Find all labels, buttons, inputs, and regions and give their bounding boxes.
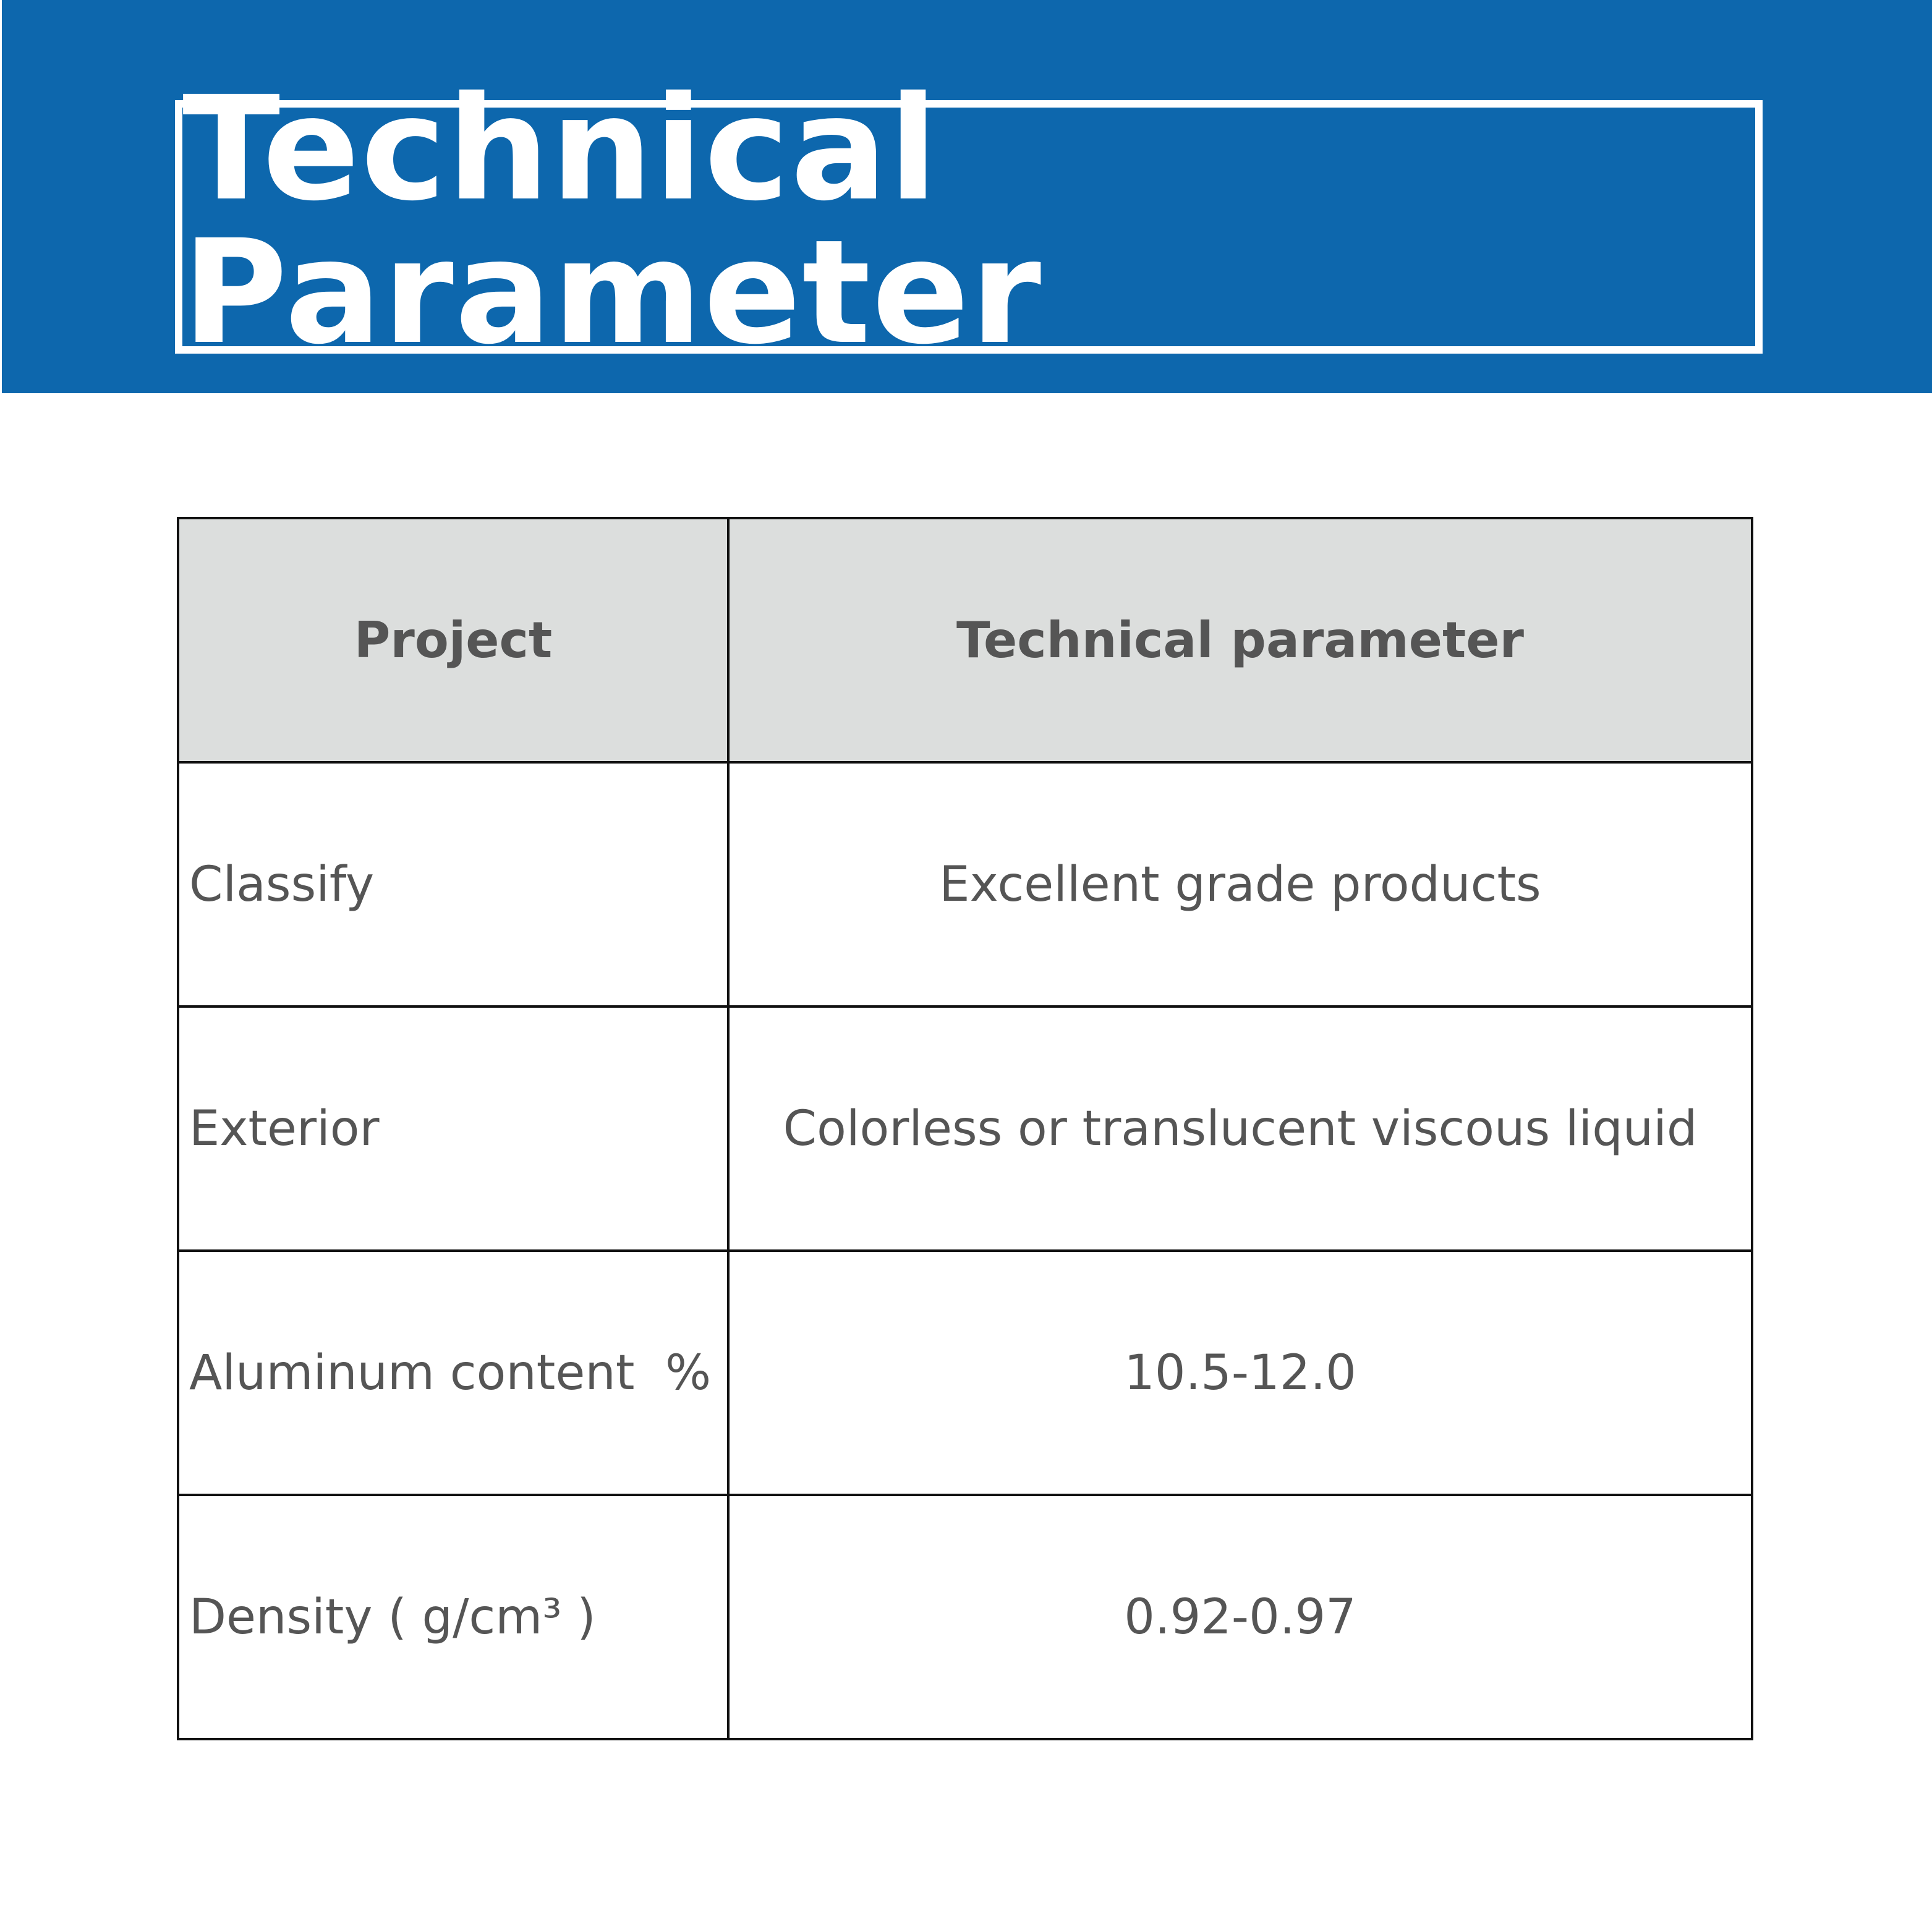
project-cell: Exterior	[177, 1005, 730, 1252]
table-header-row: Project Technical parameter	[177, 517, 1753, 764]
table-row: Exterior Colorless or translucent viscou…	[177, 1005, 1753, 1252]
project-cell: Aluminum content %	[177, 1249, 730, 1496]
page-title: Technical Parameter	[182, 66, 1043, 376]
table-row: Classify Excellent grade products	[177, 761, 1753, 1008]
project-cell: Classify	[177, 761, 730, 1008]
column-header-project: Project	[177, 517, 730, 764]
table-row: Density ( g/cm³ ) 0.92-0.97	[177, 1494, 1753, 1740]
project-cell: Density ( g/cm³ )	[177, 1494, 730, 1740]
value-cell: Excellent grade products	[727, 761, 1753, 1008]
title-frame: Technical Parameter	[175, 77, 1763, 364]
parameter-table: Project Technical parameter Classify Exc…	[177, 517, 1753, 1740]
table-row: Aluminum content % 10.5-12.0	[177, 1249, 1753, 1496]
header-banner: Technical Parameter	[2, 0, 1932, 393]
value-cell: 10.5-12.0	[727, 1249, 1753, 1496]
column-header-technical-parameter: Technical parameter	[727, 517, 1753, 764]
value-cell: Colorless or translucent viscous liquid	[727, 1005, 1753, 1252]
value-cell: 0.92-0.97	[727, 1494, 1753, 1740]
